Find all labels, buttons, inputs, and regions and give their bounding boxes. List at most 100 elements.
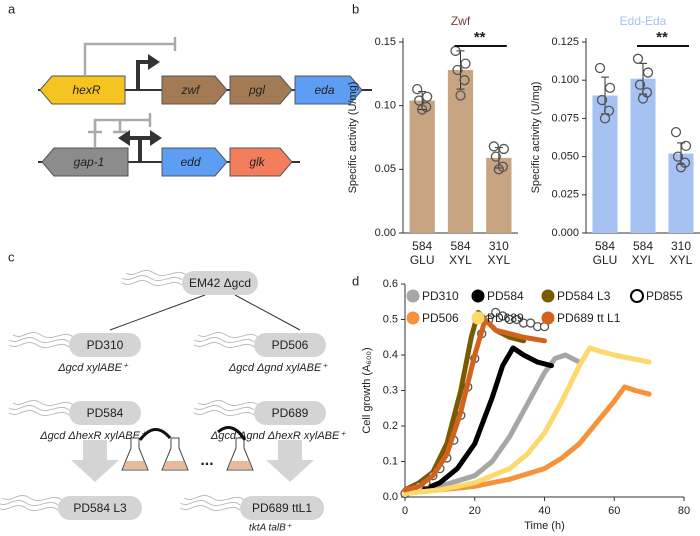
promoter-head [118, 130, 130, 146]
y-tick-label: 0.10 [375, 100, 396, 112]
cell-label: PD584 [87, 406, 124, 420]
gene-arrow [294, 75, 363, 105]
cell-label: PD689 [272, 406, 309, 420]
replicate-point [422, 91, 433, 102]
y-tick-label: 0.4 [383, 349, 398, 361]
legend-marker [406, 289, 420, 303]
replicate-point [459, 75, 470, 86]
legend-marker [541, 311, 555, 325]
y-tick-label: 0.0 [383, 491, 398, 503]
x-tick-label: 584 [450, 239, 470, 253]
panel-label: d [352, 273, 359, 288]
gene-label: pgl [248, 83, 265, 97]
x-tick-label: 60 [608, 505, 620, 517]
cell-label: PD689 ttL1 [252, 501, 312, 515]
significance-label: ** [474, 29, 486, 46]
legend-marker [541, 289, 555, 303]
legend-label: PD689 tt L1 [557, 311, 621, 325]
flask-medium [123, 461, 147, 469]
chart-title: Edd-Eda [620, 14, 667, 28]
bar [486, 157, 512, 233]
flagella [8, 331, 74, 349]
y-tick-label: 0.1 [383, 455, 398, 467]
growth-curve [402, 317, 547, 493]
x-tick-label: 584 [412, 239, 432, 253]
x-tick-label: GLU [593, 253, 618, 267]
cell [58, 496, 142, 520]
gene-arrow [161, 147, 228, 177]
replicate-point [490, 151, 501, 162]
flask-medium [163, 461, 187, 469]
cell [69, 401, 141, 425]
promoter [138, 136, 152, 162]
gene-label: eda [314, 83, 334, 97]
legend-label: PD855 [646, 289, 683, 303]
significance-label: ** [656, 29, 668, 46]
x-tick-label: 310 [489, 239, 509, 253]
replicate-point [672, 151, 684, 162]
growth-curve [402, 384, 652, 496]
repression [83, 37, 177, 75]
process-arrow [71, 440, 119, 482]
growth-curve [402, 345, 554, 496]
y-tick-label: 0.5 [383, 313, 398, 325]
repression [88, 120, 102, 134]
process-arrow [266, 440, 314, 482]
gene-arrow [41, 147, 129, 177]
y-axis-label: Cell growth (A₆₀₀) [361, 347, 373, 433]
x-tick-label: XYL [449, 253, 472, 267]
flagella [193, 399, 259, 417]
replicate-point [634, 79, 646, 90]
gene-arrow [229, 75, 293, 105]
bar [409, 100, 435, 233]
y-tick-label: 0.00 [375, 227, 396, 239]
gene-label: edd [180, 155, 200, 169]
panel-label: a [8, 1, 16, 16]
x-tick-label: XYL [487, 253, 510, 267]
legend-marker [630, 289, 644, 303]
legend-label: PD584 [487, 289, 524, 303]
y-axis-label: Specific activity (U/mg) [530, 82, 542, 194]
replicate-point [675, 162, 687, 173]
genotype: Δgcd ΔhexR xylABE⁺ [39, 430, 147, 442]
promoter [136, 60, 150, 90]
genotype: Δgcd xylABE⁺ [57, 362, 129, 374]
transfer-arrow [217, 426, 247, 441]
flagella [179, 494, 245, 512]
replicate-point [637, 93, 649, 104]
x-tick-label: 0 [402, 505, 408, 517]
lineage-edge [234, 294, 301, 331]
legend-marker [471, 289, 485, 303]
x-tick-label: 20 [469, 505, 481, 517]
replicate-point [680, 140, 692, 152]
flagella [0, 494, 63, 512]
replicate-point [642, 67, 654, 78]
chart-title: Zwf [451, 14, 471, 28]
cell [182, 271, 258, 295]
y-tick-label: 0.075 [551, 112, 579, 124]
cell-label: PD310 [87, 338, 124, 352]
flagella [121, 269, 187, 287]
y-tick-label: 0.3 [383, 384, 398, 396]
x-tick-label: GLU [410, 253, 435, 267]
x-tick-label: XYL [632, 253, 655, 267]
x-tick-label: 584 [595, 239, 615, 253]
panel-label: b [352, 1, 359, 16]
growth-curve [402, 352, 582, 496]
x-tick-label: 80 [678, 505, 690, 517]
legend-label: PD689 [487, 311, 524, 325]
legend-marker [406, 311, 420, 325]
gene-label: glk [249, 155, 265, 169]
legend-label: PD584 L3 [557, 289, 611, 303]
x-tick-label: 40 [538, 505, 550, 517]
y-tick-label: 0.100 [551, 74, 579, 86]
x-tick-label: XYL [670, 253, 693, 267]
replicate-point [460, 58, 471, 69]
replicate-point [493, 164, 504, 175]
y-axis-label: Specific activity (U/mg) [347, 82, 359, 194]
replicate-point [455, 90, 466, 101]
y-tick-label: 0.025 [551, 189, 579, 201]
cell-label: PD584 L3 [73, 501, 127, 515]
bar [447, 70, 474, 233]
y-tick-label: 0.050 [551, 151, 579, 163]
